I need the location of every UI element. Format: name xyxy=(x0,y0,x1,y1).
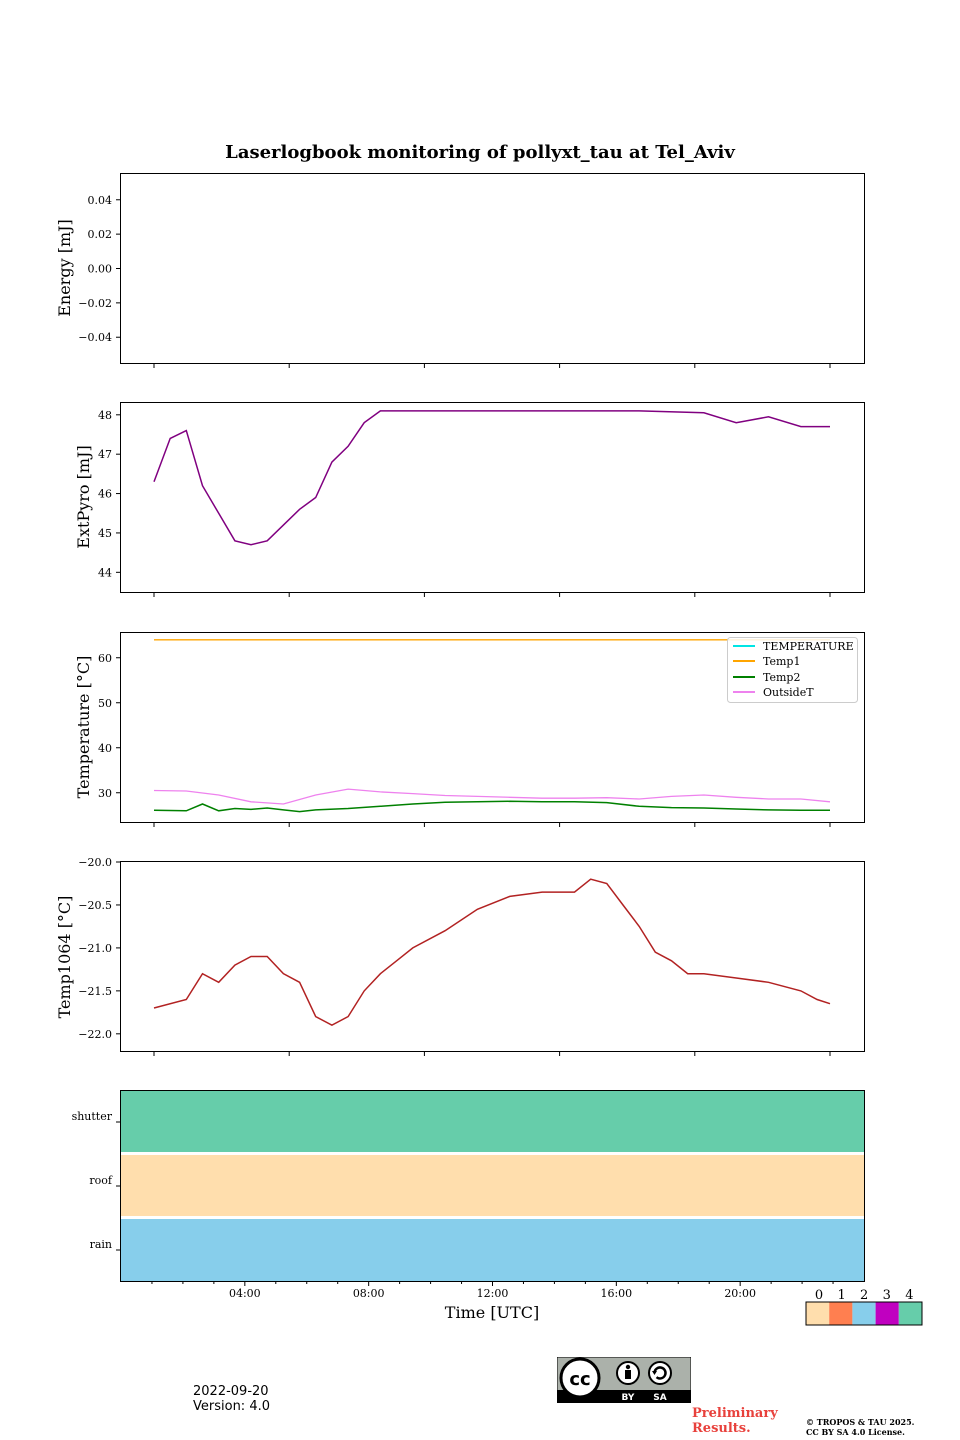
extpyro-ytick-label: 48 xyxy=(98,409,112,422)
footer-version: Version: 4.0 xyxy=(193,1399,270,1414)
temp1064-ylabel: Temp1064 [°C] xyxy=(55,896,74,1019)
energy-ytick-label: 0.04 xyxy=(88,194,113,207)
cc-sa-label: SA xyxy=(653,1393,666,1403)
extpyro-series-line xyxy=(153,410,830,546)
energy-ytick-label: 0.00 xyxy=(88,263,113,276)
temperature-ylabel: Temperature [°C] xyxy=(74,656,93,799)
temperature-axes-frame xyxy=(120,632,865,823)
cc-by-sa-badge: cc BY SA xyxy=(557,1357,691,1403)
temp1064-ytick-label: −21.5 xyxy=(78,985,112,998)
colorbar-swatch xyxy=(829,1302,853,1325)
colorbar-swatch xyxy=(806,1302,830,1325)
colorbar-swatch xyxy=(898,1302,922,1325)
temp1064-ytick-label: −22.0 xyxy=(78,1028,112,1041)
legend-label-temp1: Temp1 xyxy=(763,655,800,668)
colorbar-tick-label: 0 xyxy=(815,1288,823,1303)
status-heatmap: shutter roof rain xyxy=(72,1090,865,1282)
colorbar-tick-label: 4 xyxy=(905,1288,913,1303)
share-alike-icon xyxy=(648,1361,672,1385)
copyright-note: © TROPOS & TAU 2025. CC BY SA 4.0 Licens… xyxy=(806,1417,914,1437)
energy-ytick-label: −0.04 xyxy=(78,331,112,344)
energy-ytick-label: −0.02 xyxy=(78,297,112,310)
extpyro-axes-frame xyxy=(120,402,865,593)
colorbar-tick-label: 3 xyxy=(883,1288,891,1303)
footer-date-version: 2022-09-20 Version: 4.0 xyxy=(193,1384,270,1414)
temp1064-ytick-label: −20.0 xyxy=(78,856,112,869)
energy-ylabel: Energy [mJ] xyxy=(55,219,74,317)
extpyro-ylabel: ExtPyro [mJ] xyxy=(74,445,93,548)
temp1064-axes-frame xyxy=(120,861,865,1052)
heatmap-xtick-label: 12:00 xyxy=(477,1287,509,1300)
heatmap-row-label-shutter: shutter xyxy=(72,1110,113,1123)
energy-yticks: 0.04 0.02 0.00 −0.02 −0.04 xyxy=(78,194,120,344)
outsidet-series-line xyxy=(153,788,831,805)
legend-label-outsidet: OutsideT xyxy=(763,686,814,699)
extpyro-ytick-label: 46 xyxy=(98,488,112,501)
extpyro-yticks: 48 47 46 45 44 xyxy=(98,409,120,579)
heatmap-row-label-rain: rain xyxy=(90,1238,112,1251)
heatmap-row-roof xyxy=(121,1155,864,1216)
x-axis-label: Time [UTC] xyxy=(445,1303,539,1322)
temperature-ytick-label: 60 xyxy=(98,652,112,665)
legend-label-temp2: Temp2 xyxy=(763,671,800,684)
heatmap-xtick-label: 20:00 xyxy=(724,1287,756,1300)
heatmap-row-label-roof: roof xyxy=(89,1174,113,1187)
temp1064-ytick-label: −21.0 xyxy=(78,942,112,955)
heatmap-row-shutter xyxy=(121,1091,864,1152)
colorbar-swatch xyxy=(875,1302,899,1325)
footer-date: 2022-09-20 xyxy=(193,1384,269,1399)
preliminary-line-2: Results. xyxy=(692,1421,751,1436)
temperature-ytick-label: 40 xyxy=(98,742,112,755)
cc-by-label: BY xyxy=(622,1393,635,1403)
heatmap-x-ticks: 04:00 08:00 12:00 16:00 20:00 xyxy=(151,1282,834,1300)
colorbar-tick-label: 1 xyxy=(837,1288,845,1303)
energy-ytick-label: 0.02 xyxy=(88,228,113,241)
heatmap-row-rain xyxy=(121,1219,864,1281)
temperature-yticks: 60 50 40 30 xyxy=(98,652,120,800)
preliminary-results-note: Preliminary Results. xyxy=(692,1406,778,1436)
temp1064-series-line xyxy=(153,878,831,1027)
legend-label-temperature: TEMPERATURE xyxy=(763,640,854,653)
temperature-ytick-label: 50 xyxy=(98,697,112,710)
heatmap-xtick-label: 08:00 xyxy=(353,1287,385,1300)
preliminary-line-1: Preliminary xyxy=(692,1406,778,1421)
heatmap-xtick-label: 04:00 xyxy=(229,1287,261,1300)
extpyro-ytick-label: 47 xyxy=(98,448,112,461)
copyright-line-1: © TROPOS & TAU 2025. xyxy=(806,1417,915,1427)
heatmap-xtick-label: 16:00 xyxy=(600,1287,632,1300)
temperature-legend: TEMPERATURE Temp1 Temp2 OutsideT xyxy=(727,637,858,703)
energy-axes-frame xyxy=(120,173,865,364)
heatmap-axes-frame xyxy=(120,1090,865,1282)
colorbar-tick-label: 2 xyxy=(860,1288,868,1303)
chart-title: Laserlogbook monitoring of pollyxt_tau a… xyxy=(225,142,735,163)
colorbar-swatch xyxy=(852,1302,876,1325)
temp1064-ytick-label: −20.5 xyxy=(78,899,112,912)
extpyro-ytick-label: 44 xyxy=(98,566,112,579)
copyright-line-2: CC BY SA 4.0 License. xyxy=(806,1427,905,1437)
cc-logo-text: cc xyxy=(569,1369,590,1390)
temp2-series-line xyxy=(153,800,830,813)
temp1064-yticks: −20.0 −20.5 −21.0 −21.5 −22.0 xyxy=(78,856,120,1041)
panel-x-tick-marks xyxy=(153,364,831,1056)
cc-logo-icon xyxy=(559,1357,601,1399)
extpyro-ytick-label: 45 xyxy=(98,527,112,540)
temperature-ytick-label: 30 xyxy=(98,787,112,800)
